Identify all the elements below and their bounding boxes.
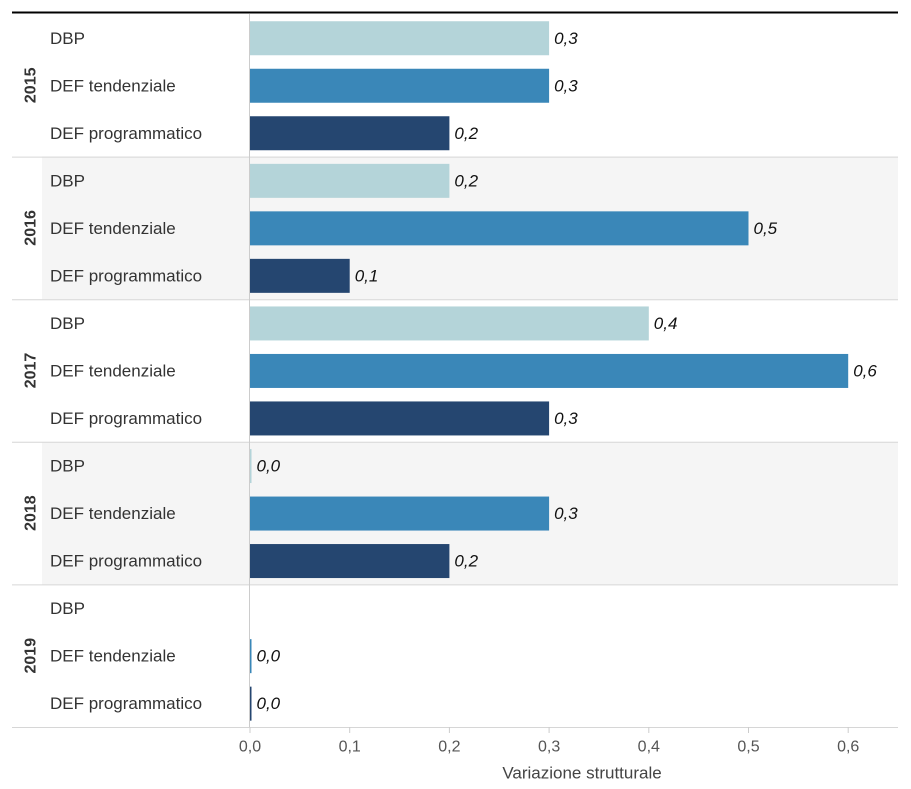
x-tick-label: 0,0 <box>239 739 261 756</box>
bar <box>250 401 550 436</box>
data-label: 0,6 <box>853 361 877 380</box>
x-axis-title: Variazione strutturale <box>502 764 661 783</box>
year-label-2018: 2018 <box>23 495 40 531</box>
category-label: DEF tendenziale <box>50 76 176 95</box>
data-label: 0,3 <box>554 29 578 48</box>
year-label-2019: 2019 <box>23 638 40 674</box>
data-label: 0,0 <box>257 694 281 713</box>
bar <box>250 68 550 103</box>
bar <box>250 258 350 293</box>
x-tick-label: 0,4 <box>638 739 660 756</box>
category-label: DBP <box>50 171 85 190</box>
x-tick-label: 0,3 <box>538 739 560 756</box>
category-label: DEF programmatico <box>50 409 202 428</box>
data-label: 0,0 <box>257 647 281 666</box>
category-label: DEF programmatico <box>50 552 202 571</box>
x-tick-label: 0,1 <box>339 739 361 756</box>
category-label: DBP <box>50 457 85 476</box>
category-label: DBP <box>50 599 85 618</box>
data-label: 0,4 <box>654 314 678 333</box>
category-label: DEF tendenziale <box>50 647 176 666</box>
bar <box>250 449 252 484</box>
category-label: DEF programmatico <box>50 694 202 713</box>
x-tick-label: 0,5 <box>737 739 759 756</box>
bar <box>250 211 749 246</box>
x-tick-label: 0,2 <box>438 739 460 756</box>
x-axis: 0,0 0,1 0,2 0,3 0,4 0,5 0,6 Variazione struttur… <box>12 11 898 783</box>
category-label: DEF tendenziale <box>50 361 176 380</box>
year-label-2017: 2017 <box>23 353 40 389</box>
data-label: 0,0 <box>257 457 281 476</box>
category-label: DEF tendenziale <box>50 219 176 238</box>
category-label: DEF programmatico <box>50 124 202 143</box>
bar <box>250 544 450 579</box>
bar <box>250 686 252 721</box>
bar <box>250 353 849 388</box>
data-label: 0,3 <box>554 76 578 95</box>
bar <box>250 306 649 341</box>
category-label: DEF tendenziale <box>50 504 176 523</box>
data-label: 0,2 <box>454 171 478 190</box>
category-label: DEF programmatico <box>50 266 202 285</box>
x-tick-label: 0,6 <box>837 739 859 756</box>
bar <box>250 639 252 674</box>
data-label: 0,5 <box>754 219 778 238</box>
data-label: 0,2 <box>454 124 478 143</box>
category-label: DBP <box>50 29 85 48</box>
bar <box>250 21 550 56</box>
data-label: 0,2 <box>454 552 478 571</box>
year-label-2015: 2015 <box>23 67 40 103</box>
year-label-2016: 2016 <box>23 210 40 246</box>
data-label: 0,3 <box>554 409 578 428</box>
bar <box>250 116 450 151</box>
bar <box>250 163 450 198</box>
category-label: DBP <box>50 314 85 333</box>
bar <box>250 496 550 531</box>
bars <box>250 21 849 721</box>
labels: 2015 DBP 0,3 DEF tendenziale 0,3 DEF programm… <box>23 29 878 713</box>
data-label: 0,1 <box>355 266 379 285</box>
data-label: 0,3 <box>554 504 578 523</box>
